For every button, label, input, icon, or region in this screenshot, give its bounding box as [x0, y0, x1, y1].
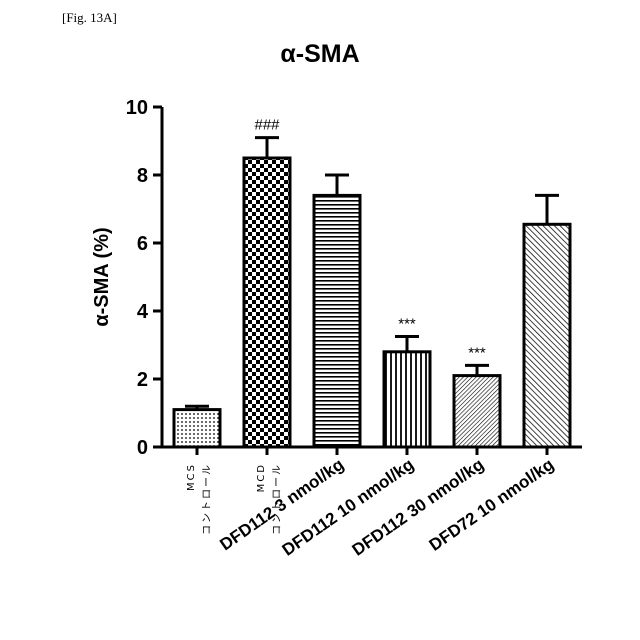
y-tick-label: 2: [137, 369, 148, 391]
y-tick-label: 6: [137, 233, 148, 255]
y-tick-label: 8: [137, 165, 148, 187]
bar: [174, 410, 220, 447]
y-axis-label: α-SMA (%): [91, 227, 113, 326]
bar: [454, 376, 500, 447]
significance-label: ***: [398, 316, 416, 333]
bar: [524, 224, 570, 447]
x-tick-labels: MCSコントロールMCDコントロールDFD112 3 nmol/kgDFD112…: [186, 455, 557, 560]
bars: ### *** ***: [174, 117, 570, 447]
x-tick-label-line: コントロール: [202, 463, 213, 535]
y-tick-label: 10: [126, 97, 148, 119]
x-tick-label-line: MCS: [186, 463, 197, 491]
y-tick-label: 0: [137, 437, 148, 459]
x-tick-label-line: MCD: [256, 463, 267, 492]
x-tick-label: DFD72 10 nmol/kg: [426, 455, 558, 555]
bar: [244, 158, 290, 447]
x-tick-label: MCS コントロール: [186, 463, 213, 535]
significance-label: ###: [254, 117, 280, 134]
significance-label: ***: [468, 344, 486, 361]
bar: [384, 352, 430, 447]
x-tick-label: DFD112 30 nmol/kg: [349, 455, 488, 560]
bar: [314, 195, 360, 447]
y-tick-label: 4: [137, 301, 149, 323]
